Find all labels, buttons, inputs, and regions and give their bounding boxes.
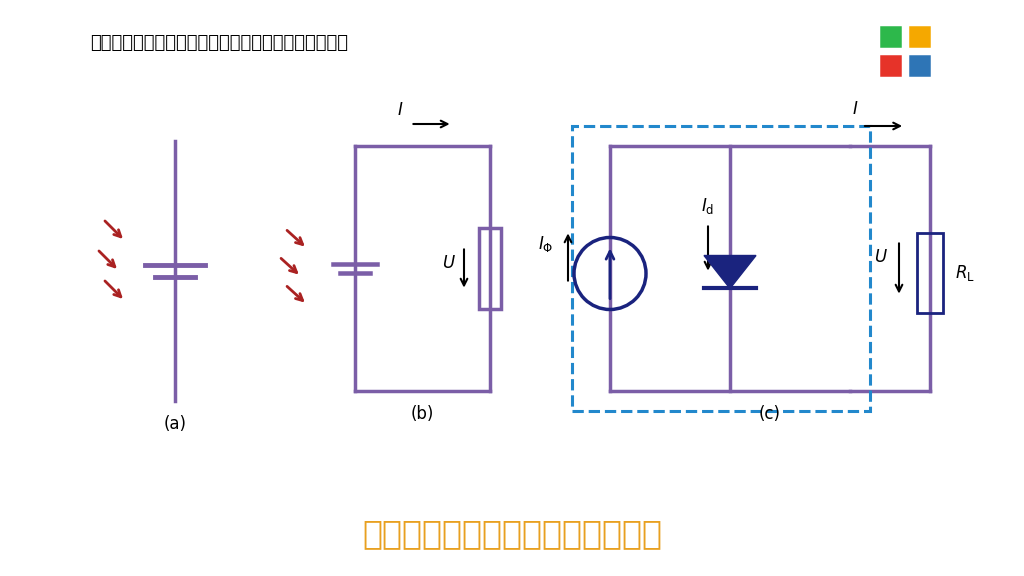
Text: $U$: $U$: [442, 255, 456, 272]
Text: $I$: $I$: [852, 100, 858, 118]
Text: (b): (b): [411, 405, 434, 423]
Bar: [906, 52, 932, 78]
Text: $I_{\rm d}$: $I_{\rm d}$: [701, 196, 715, 217]
Bar: [918, 233, 943, 313]
Bar: [878, 24, 903, 49]
Text: (c): (c): [759, 405, 781, 423]
Text: $R_{\rm L}$: $R_{\rm L}$: [955, 263, 975, 283]
Bar: [906, 24, 932, 49]
Text: $I$: $I$: [397, 101, 403, 119]
Text: $U$: $U$: [874, 248, 888, 266]
Text: 光电池的表示符号、基本电路及等效电路如下图所示：: 光电池的表示符号、基本电路及等效电路如下图所示：: [90, 34, 348, 52]
Text: (a): (a): [164, 415, 186, 433]
Bar: [479, 229, 501, 309]
Text: $I_{\Phi}$: $I_{\Phi}$: [539, 233, 554, 253]
Polygon shape: [705, 256, 756, 289]
Bar: [878, 52, 903, 78]
Text: 基本工作电路以及相应的等效电路: 基本工作电路以及相应的等效电路: [362, 517, 662, 551]
